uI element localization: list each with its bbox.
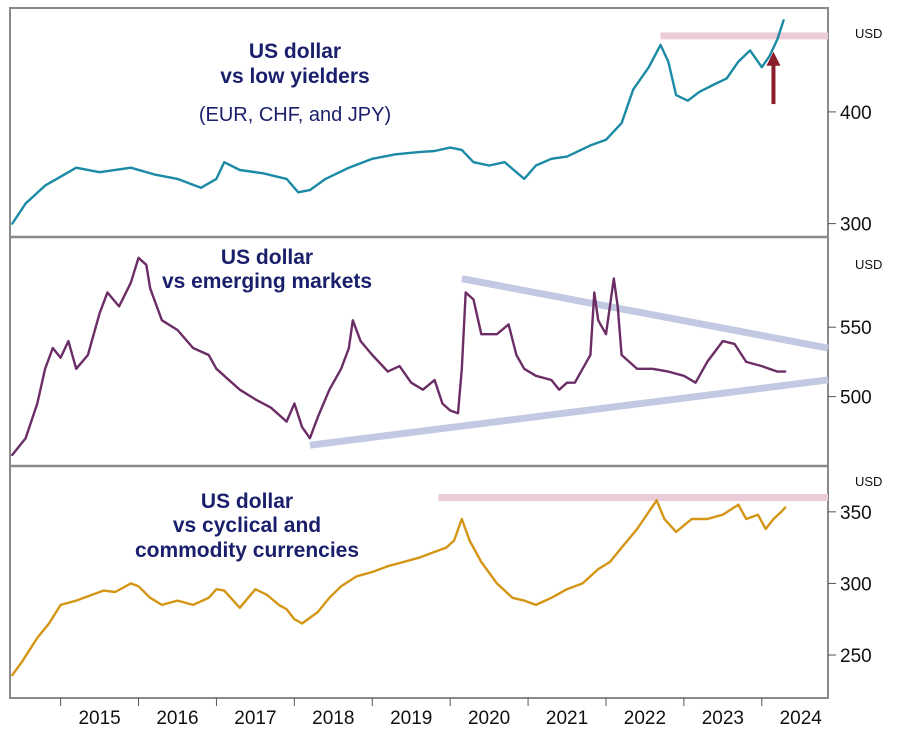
panel-low-yielders-series-line-1	[11, 19, 785, 225]
panel-emerging-markets-unit: USD	[855, 257, 882, 272]
panel-cyclical-commodity-ytick-label-350: 350	[840, 503, 872, 524]
panel-cyclical-commodity: USD US dollar vs cyclical and commodity …	[11, 474, 882, 677]
panel-low-yielders-title-line-1: US dollar	[249, 40, 341, 63]
panel-low-yielders-ytick-label-300: 300	[840, 215, 872, 236]
panel-emerging-markets: USD US dollar vs emerging markets 500 550	[11, 246, 882, 457]
x-tick-label-2022: 2022	[624, 708, 666, 729]
panel-low-yielders: USD US dollar vs low yielders (EUR, CHF,…	[11, 19, 882, 236]
panel-emerging-markets-title-line-1: US dollar	[221, 246, 313, 269]
plot-frame	[9, 7, 829, 699]
panel-emerging-markets-ytick-label-550: 550	[840, 318, 872, 339]
x-axis: 2015 2016 2017 2018 2019 2020 2021 2022 2023 2024	[60, 698, 823, 729]
x-tick-label-2019: 2019	[390, 708, 432, 729]
panel-emerging-markets-series-line-1	[11, 256, 787, 457]
panel-cyclical-commodity-ytick-label-250: 250	[840, 646, 872, 667]
x-tick-label-2024: 2024	[780, 708, 823, 729]
x-tick-label-2015: 2015	[78, 708, 120, 729]
x-tick-label-2018: 2018	[312, 708, 354, 729]
up-arrow-head	[766, 51, 781, 66]
x-tick-label-2020: 2020	[468, 708, 510, 729]
panel-emerging-markets-reference-line-1	[461, 275, 829, 352]
panel-cyclical-commodity-unit: USD	[855, 474, 882, 489]
panel-low-yielders-title-line-2: vs low yielders	[220, 65, 369, 88]
x-tick-label-2021: 2021	[546, 708, 588, 729]
panel-cyclical-commodity-ytick-label-300: 300	[840, 574, 872, 595]
panel-cyclical-commodity-title-line-3: commodity currencies	[135, 539, 359, 562]
panel-cyclical-commodity-title-line-1: US dollar	[201, 490, 293, 513]
panel-low-yielders-unit: USD	[855, 26, 882, 41]
panel-emerging-markets-title-line-2: vs emerging markets	[162, 270, 372, 293]
panel-low-yielders-ytick-label-400: 400	[840, 103, 872, 124]
x-tick-label-2016: 2016	[156, 708, 198, 729]
x-tick-label-2023: 2023	[702, 708, 744, 729]
panel-emerging-markets-ytick-label-500: 500	[840, 388, 872, 409]
panel-low-yielders-up-arrow	[766, 51, 781, 105]
panel-cyclical-commodity-series-line-1	[11, 499, 787, 677]
x-tick-label-2017: 2017	[234, 708, 276, 729]
panel-emerging-markets-reference-line-2	[309, 376, 829, 449]
panel-cyclical-commodity-title-line-2: vs cyclical and	[173, 514, 321, 537]
panel-low-yielders-subtitle: (EUR, CHF, and JPY)	[199, 104, 391, 126]
